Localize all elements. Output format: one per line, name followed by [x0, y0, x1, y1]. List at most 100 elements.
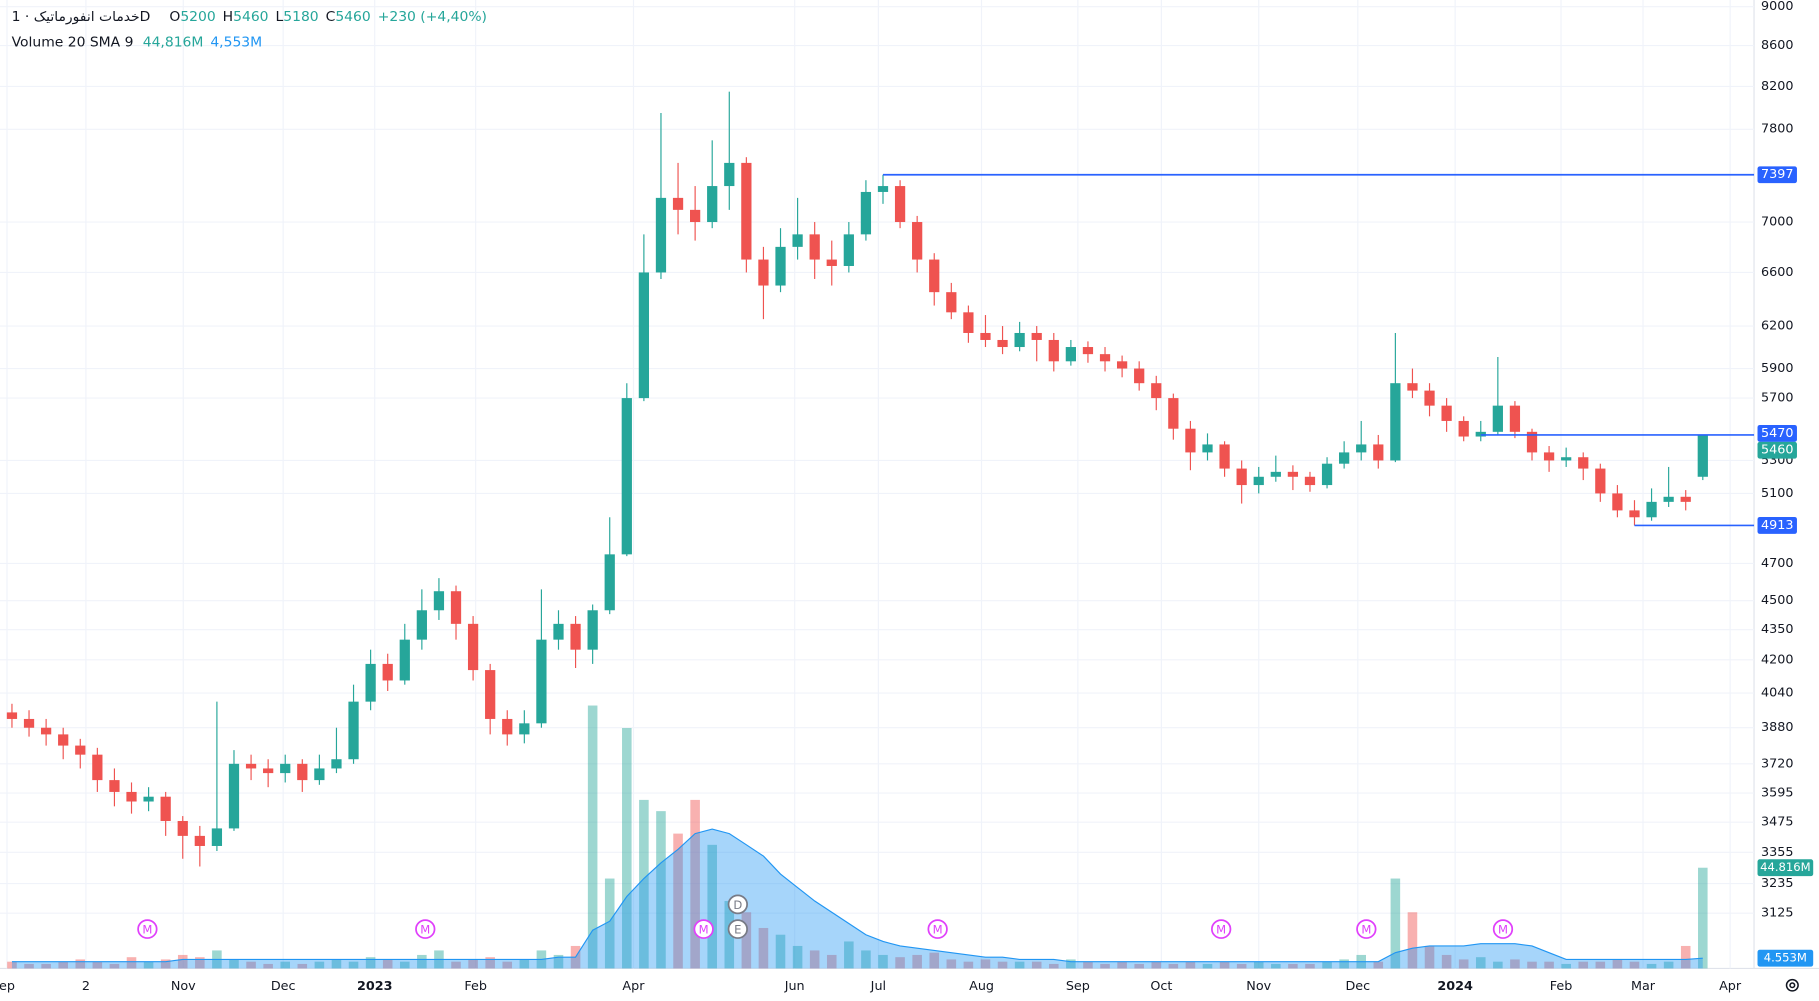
volume-bar	[895, 957, 905, 969]
candle-body	[707, 186, 718, 223]
candle-body	[587, 610, 598, 650]
x-tick-label: Apr	[622, 978, 645, 993]
candle-body	[485, 670, 496, 719]
candle-body	[792, 234, 803, 247]
volume-bar	[365, 957, 376, 969]
price-label-box	[1757, 517, 1797, 534]
candle-body	[177, 820, 188, 836]
ohlc-value: 5200	[180, 9, 215, 25]
volume-bar	[912, 954, 922, 969]
volume-bar	[587, 705, 598, 969]
event-label: M	[1361, 923, 1371, 937]
price-label: 5460	[1761, 442, 1793, 457]
volume-label-box	[1757, 859, 1814, 877]
candle-body	[570, 623, 581, 650]
candle-body	[467, 623, 479, 671]
settings-icon[interactable]	[1785, 978, 1799, 992]
volume-bar	[946, 959, 957, 969]
price-label-box	[1757, 441, 1797, 459]
event-marker	[727, 894, 748, 915]
price-label: 5470	[1761, 425, 1793, 440]
volume-bar	[1253, 961, 1264, 969]
volume-bar	[451, 961, 461, 969]
volume-bar	[656, 811, 666, 969]
volume-bar	[1049, 963, 1059, 969]
candle-body	[1014, 332, 1025, 348]
candle-body	[997, 339, 1008, 348]
candle-body	[1065, 347, 1076, 362]
volume-bar	[417, 954, 427, 969]
volume-bar	[604, 878, 615, 969]
candle-body	[92, 754, 103, 781]
candle-body	[638, 272, 650, 399]
candle-body	[1168, 398, 1179, 429]
volume-bar	[1305, 963, 1315, 969]
candle-body	[775, 246, 786, 286]
volume-bar	[997, 961, 1008, 969]
volume-bar	[246, 961, 256, 969]
event-label: D	[733, 898, 742, 912]
volume-bar	[126, 957, 137, 969]
price-label-box	[1757, 424, 1797, 442]
volume-label-box	[1757, 949, 1814, 967]
candle-body	[502, 718, 513, 735]
volume-bar	[1646, 963, 1657, 969]
volume-bar	[1236, 963, 1247, 969]
volume-bar	[724, 901, 735, 969]
candle-body	[929, 259, 940, 293]
volume-bar	[1527, 961, 1537, 969]
y-tick-label: 5100	[1761, 485, 1793, 500]
candle-body	[245, 763, 257, 769]
candle-body	[365, 663, 376, 702]
event-label: M	[933, 923, 943, 937]
candle-body	[1595, 468, 1606, 494]
candle-body	[1099, 354, 1111, 362]
volume-bar	[1510, 959, 1520, 969]
candle-body	[1458, 420, 1469, 437]
y-tick-label: 4500	[1761, 592, 1793, 607]
ohlc-change: +230 (+4,40%)	[378, 9, 487, 25]
volume-bar	[1339, 959, 1349, 969]
candle-body	[1526, 431, 1538, 453]
candle-body	[1424, 390, 1435, 406]
event-marker	[415, 919, 436, 939]
candle-body	[536, 639, 547, 724]
y-tick-label: 3720	[1761, 755, 1793, 770]
event-label: E	[734, 923, 741, 937]
event-label: M	[1216, 923, 1226, 937]
grid	[0, 0, 1755, 969]
candle-body	[126, 791, 137, 802]
volume-bar	[229, 959, 239, 969]
candle-body	[690, 209, 701, 223]
event-marker	[1211, 919, 1232, 939]
candle-body	[348, 701, 359, 760]
price-label: 4913	[1761, 517, 1793, 532]
candle-body	[1680, 496, 1691, 502]
volume-bar	[826, 954, 837, 969]
candle-body	[109, 780, 120, 792]
y-tick-label: 5900	[1761, 360, 1793, 375]
candle-body	[877, 186, 889, 192]
candle-body	[946, 292, 957, 313]
candle-body	[228, 763, 240, 829]
volume-bar	[1083, 961, 1093, 969]
y-tick-label: 6600	[1761, 264, 1793, 279]
candle-body	[1031, 332, 1042, 340]
volume-bar	[1100, 963, 1110, 969]
candle-body	[758, 259, 769, 286]
event-label: M	[420, 923, 430, 937]
volume-bar	[861, 950, 871, 969]
volume-bar	[673, 833, 683, 969]
volume-bar	[1493, 961, 1503, 969]
candle-body	[1202, 444, 1213, 453]
ohlc-key: L	[276, 9, 284, 25]
volume-bar	[1168, 963, 1179, 969]
volume-bar	[775, 934, 786, 969]
ohlc-key: C	[326, 9, 336, 25]
volume-bar	[297, 963, 308, 969]
candle-body	[382, 663, 393, 681]
candle-body	[1390, 383, 1401, 461]
candle-body	[1509, 405, 1521, 432]
volume-bar	[1698, 867, 1708, 969]
volume-bar	[382, 959, 393, 969]
